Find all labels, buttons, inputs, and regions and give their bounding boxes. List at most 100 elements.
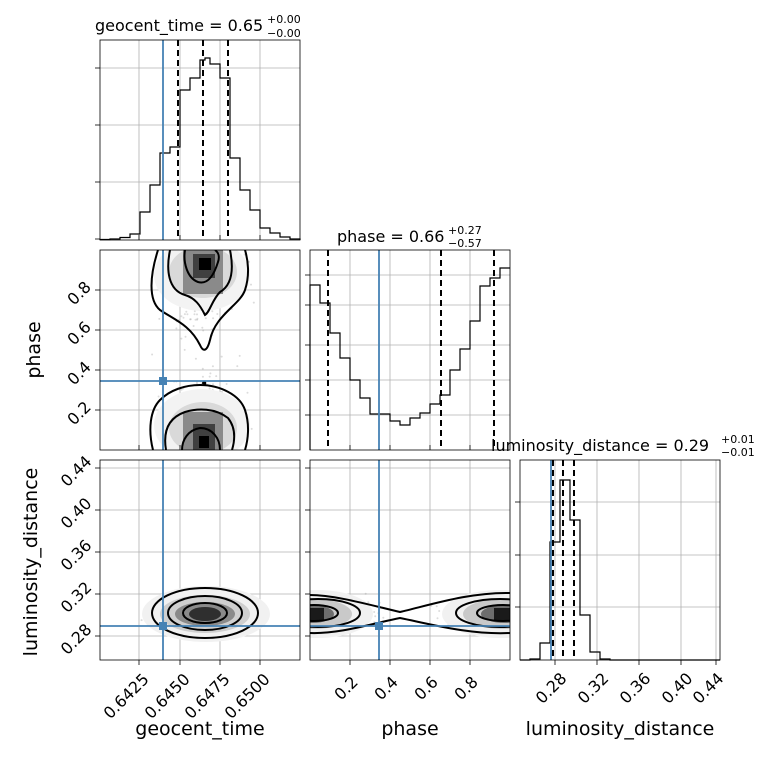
ytick-label-phase-0.8: 0.8: [63, 277, 94, 308]
sample-point: [183, 313, 186, 316]
title-phase-plus: +0.27: [448, 224, 482, 237]
sample-point: [180, 315, 183, 318]
title-ld-plus: +0.01: [721, 433, 755, 446]
sample-point: [208, 387, 211, 390]
sample-point: [140, 619, 143, 622]
panel-luminosity-distance-hist: luminosity_distance = 0.29 +0.01 −0.01 0…: [491, 433, 755, 740]
sample-point: [252, 301, 255, 304]
xlabel-luminosity-distance: luminosity_distance: [526, 718, 715, 740]
ylabel-phase: phase: [23, 321, 45, 378]
ticks-luminosity-distance-vs-geocent-time: [95, 467, 261, 665]
xtick-label-phase-0.8: 0.8: [450, 672, 481, 703]
xtick-label-ld-0.36: 0.36: [616, 669, 655, 708]
sample-point: [246, 391, 249, 394]
xtick-label-phase-0.4: 0.4: [370, 672, 401, 703]
sample-point: [238, 354, 241, 357]
panel-geocent-time-hist: geocent_time = 0.65 +0.00 −0.00: [95, 13, 301, 241]
grid-luminosity-distance-hist: [520, 460, 720, 660]
truth-marker-luminosity-distance-vs-phase: [375, 622, 383, 630]
histogram-phase: [309, 267, 510, 450]
sample-point: [180, 388, 183, 391]
density-phase-vs-geocent-time: [149, 250, 250, 450]
frame-phase-vs-geocent-time: [99, 249, 301, 451]
sample-point: [236, 365, 239, 368]
sample-point: [193, 313, 196, 316]
sample-point: [201, 367, 204, 370]
sample-point: [435, 605, 438, 608]
sample-point: [185, 310, 188, 313]
ytick-label-phase-0.4: 0.4: [63, 357, 94, 388]
panel-luminosity-distance-vs-geocent-time: 0.44 0.40 0.36 0.32 0.28 luminosity_dist…: [20, 452, 301, 740]
sample-point: [374, 615, 377, 618]
ytick-label-ld-0.28: 0.28: [57, 620, 96, 659]
sample-point: [196, 317, 199, 320]
title-phase-minus: −0.57: [448, 237, 482, 250]
sample-point: [220, 355, 223, 358]
sample-point: [212, 383, 214, 386]
sample-point: [373, 611, 376, 613]
sample-point: [436, 617, 439, 620]
xlabel-geocent-time: geocent_time: [135, 718, 264, 740]
sample-point: [201, 326, 204, 329]
sample-point: [225, 383, 228, 385]
truth-marker-luminosity-distance-vs-geocent-time: [159, 622, 167, 630]
sample-point: [192, 325, 195, 327]
sample-point: [202, 329, 205, 332]
ytick-label-phase-0.2: 0.2: [63, 397, 94, 428]
frame-geocent-time-hist: [99, 39, 301, 241]
sample-point: [211, 365, 214, 368]
sample-point: [196, 318, 199, 321]
sample-point: [175, 327, 178, 330]
sample-point: [208, 375, 211, 378]
sample-point: [364, 592, 367, 595]
sample-point: [157, 395, 160, 398]
density-luminosity-distance-vs-phase: [310, 590, 510, 638]
xtick-label-ld-0.40: 0.40: [658, 669, 697, 708]
sample-point: [182, 316, 185, 319]
ticks-luminosity-distance-hist: [515, 501, 717, 665]
truth-marker-phase-vs-geocent-time: [159, 377, 167, 385]
sample-point: [250, 283, 252, 286]
frame-luminosity-distance-vs-phase: [309, 459, 511, 661]
sample-point: [189, 318, 192, 321]
xtick-label-geocent-0.6425: 0.6425: [100, 670, 153, 723]
grid-phase-hist: [310, 250, 510, 450]
sample-point: [216, 313, 219, 315]
sample-point: [189, 318, 192, 321]
title-geocent-time-minus: −0.00: [267, 27, 301, 40]
sample-point: [186, 313, 189, 316]
title-luminosity-distance: luminosity_distance = 0.29: [491, 436, 709, 456]
sample-point: [201, 375, 204, 378]
sample-point: [183, 348, 186, 351]
xtick-label-ld-0.28: 0.28: [532, 669, 571, 708]
ticks-phase-vs-geocent-time: [95, 289, 261, 450]
histogram-luminosity-distance: [520, 479, 720, 661]
xlabel-phase: phase: [381, 718, 438, 740]
ytick-label-ld-0.44: 0.44: [57, 452, 96, 491]
frame-luminosity-distance-hist: [519, 459, 721, 661]
sample-point: [250, 427, 253, 430]
sample-point: [382, 616, 385, 619]
ylabel-luminosity-distance: luminosity_distance: [20, 468, 42, 657]
panel-phase-hist: phase = 0.66 +0.27 −0.57: [305, 224, 511, 451]
ytick-label-ld-0.40: 0.40: [57, 494, 96, 533]
sample-point: [215, 375, 218, 378]
sample-point: [438, 610, 441, 612]
ticks-luminosity-distance-vs-phase: [305, 467, 471, 665]
panel-luminosity-distance-vs-phase: 0.2 0.4 0.6 0.8 phase: [305, 459, 511, 740]
xtick-label-ld-0.44: 0.44: [689, 669, 728, 708]
xtick-label-phase-0.2: 0.2: [330, 672, 361, 703]
sample-point: [196, 313, 198, 316]
sample-point: [158, 317, 161, 320]
sample-point: [367, 601, 370, 604]
xtick-label-ld-0.32: 0.32: [574, 669, 613, 708]
sample-point: [194, 357, 197, 360]
title-ld-minus: −0.01: [721, 446, 755, 459]
ytick-label-ld-0.32: 0.32: [57, 578, 96, 617]
sample-point: [211, 310, 214, 313]
title-phase: phase = 0.66: [337, 227, 444, 246]
sample-point: [209, 372, 212, 375]
ticks-phase-hist: [305, 274, 471, 450]
sample-point: [212, 317, 215, 320]
